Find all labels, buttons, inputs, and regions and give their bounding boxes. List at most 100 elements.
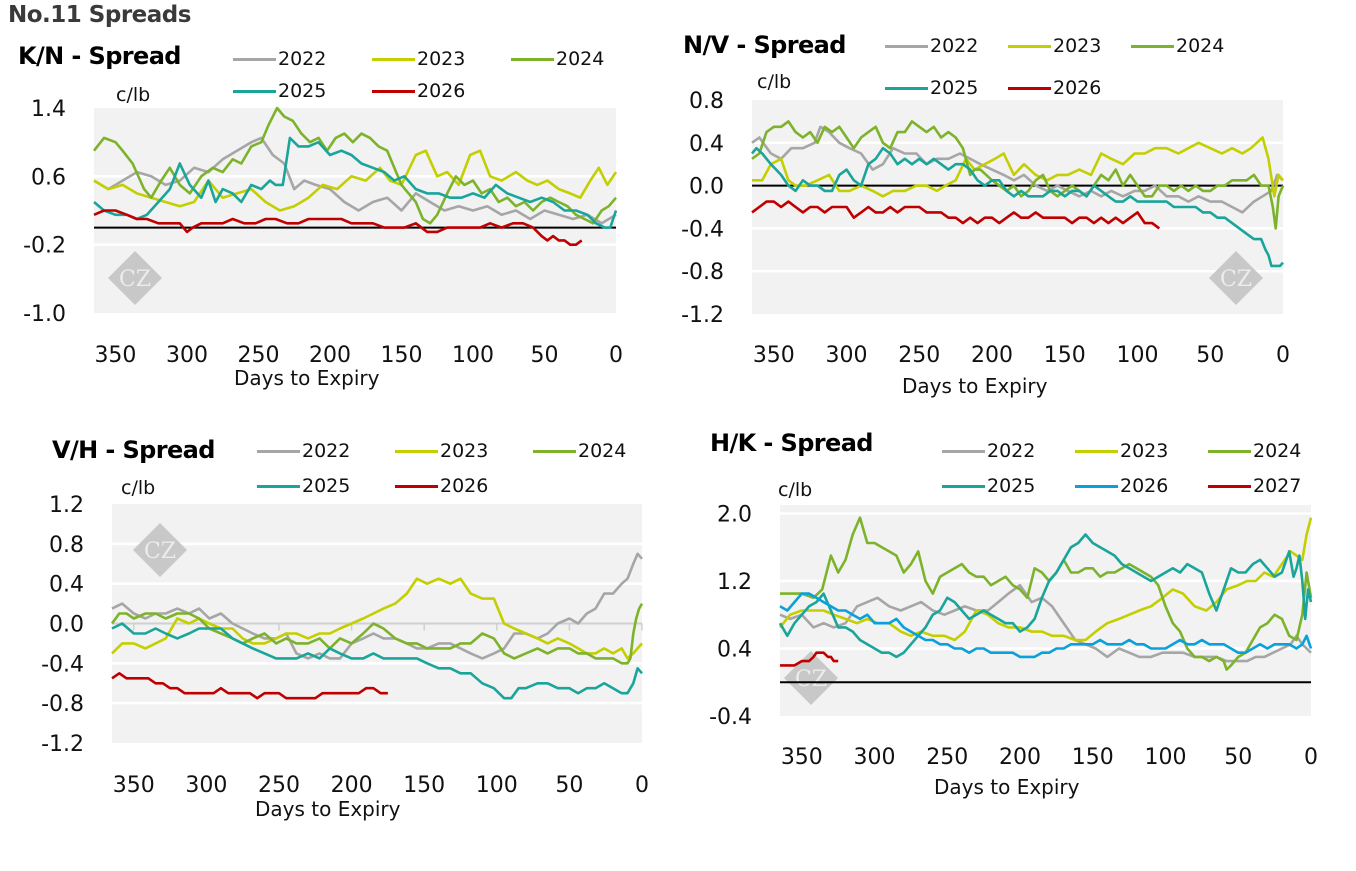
x-axis-label: Days to Expiry [255,797,401,821]
y-tick-label: -0.2 [23,234,66,259]
legend-swatch [1075,449,1118,453]
legend-swatch [885,86,928,90]
legend-label: 2022 [930,35,979,57]
x-tick-label: 100 [1117,343,1159,368]
x-tick-label: 50 [1196,343,1224,368]
legend-label: 2026 [1053,77,1102,99]
watermark-logo-icon: CZ [1209,251,1263,305]
x-tick-label: 150 [1044,343,1086,368]
x-tick-label: 300 [826,343,868,368]
y-unit-label: c/lb [116,84,151,106]
legend-item-2023: 2023 [1008,35,1101,57]
legend-item-2022: 2022 [942,440,1035,462]
legend-label: 2024 [556,48,605,70]
series-line-2022 [751,125,1284,214]
legend-label: 2022 [987,440,1036,462]
series-line-2024 [92,106,617,225]
y-tick-label: 0.8 [49,533,84,558]
y-tick-label: -0.4 [41,652,84,677]
legend-label: 2024 [578,440,627,462]
series-line-2025 [93,136,618,229]
legend-item-2025: 2025 [257,475,350,497]
y-tick-label: 0.6 [31,165,66,190]
watermark-logo-icon: CZ [108,251,162,305]
legend-swatch [257,484,300,488]
x-tick-label: 250 [926,745,968,770]
series-line-2023 [111,577,643,660]
watermark-text: CZ [119,267,151,292]
legend-label: 2022 [302,440,351,462]
x-tick-label: 350 [113,773,155,798]
series-line-2025 [778,533,1313,659]
x-tick-label: 300 [185,773,227,798]
watermark-text: CZ [144,539,176,564]
y-tick-label: -1.0 [23,302,66,327]
legend-item-2025: 2025 [942,475,1035,497]
legend-swatch [1008,44,1051,48]
series-line-2023 [93,149,618,212]
legend-label: 2025 [987,475,1036,497]
legend-swatch [533,449,576,453]
chart-panel-vh: V/H - Spread c/lb 2022 2023 2024 2025 20… [52,436,627,821]
legend-label: 2022 [278,48,327,70]
x-tick-label: 200 [999,745,1041,770]
legend-label: 2023 [1053,35,1102,57]
watermark-logo-icon: CZ [133,523,187,577]
plot-nv: CZ 0.8 0.4 0.0 -0.4 -0.8 -1.2 350 300 250 200 150 10… [681,89,1290,368]
legend-swatch [233,57,276,61]
x-tick-label: 0 [635,773,649,798]
legend-swatch [233,89,276,93]
legend-label: 2026 [440,475,489,497]
watermark-text: CZ [795,667,827,692]
legend-label: 2026 [1120,475,1169,497]
x-tick-label: 100 [476,773,518,798]
legend-item-2024: 2024 [1208,440,1301,462]
legend-item-2023: 2023 [395,440,488,462]
series-line-2026 [93,209,583,246]
x-tick-label: 50 [1224,745,1252,770]
chart-title: H/K - Spread [710,429,873,457]
y-unit-label: c/lb [121,477,156,499]
watermark-text: CZ [1220,267,1252,292]
legend-item-2025: 2025 [885,77,978,99]
legend-label: 2024 [1253,440,1302,462]
x-axis-label: Days to Expiry [234,366,380,390]
legend-label: 2023 [440,440,489,462]
x-tick-label: 100 [452,343,494,368]
x-tick-label: 250 [237,343,279,368]
legend-item-2026: 2026 [372,80,465,102]
x-tick-label: 350 [94,343,136,368]
legend-item-2026: 2026 [1075,475,1168,497]
x-tick-label: 300 [854,745,896,770]
y-tick-label: 0.0 [689,175,724,200]
legend-swatch [1075,484,1118,488]
legend-item-2024: 2024 [511,48,604,70]
legend-swatch [1008,86,1051,90]
chart-title: K/N - Spread [18,42,181,70]
y-unit-label: c/lb [778,479,813,501]
y-tick-label: -0.8 [41,692,84,717]
plot-background [780,505,1311,716]
x-tick-label: 0 [1276,343,1290,368]
x-tick-label: 0 [609,343,623,368]
legend-item-2027: 2027 [1208,475,1301,497]
y-tick-label: 0.8 [689,89,724,114]
chart-title: N/V - Spread [683,31,846,59]
legend-swatch [1208,484,1251,488]
legend-swatch [511,57,554,61]
legend-item-2024: 2024 [1131,35,1224,57]
plot-background [94,108,616,313]
x-tick-label: 250 [258,773,300,798]
x-tick-label: 300 [166,343,208,368]
y-tick-label: 0.4 [689,132,724,157]
series-line-2023 [752,136,1285,198]
legend-label: 2026 [417,80,466,102]
y-tick-label: -1.2 [681,303,724,328]
legend-swatch [885,44,928,48]
series-line-2026 [779,592,1313,659]
chart-panel-nv: N/V - Spread c/lb 2022 2023 2024 2025 20… [0,0,1356,420]
series-line-2026 [751,200,1161,230]
x-tick-label: 250 [898,343,940,368]
